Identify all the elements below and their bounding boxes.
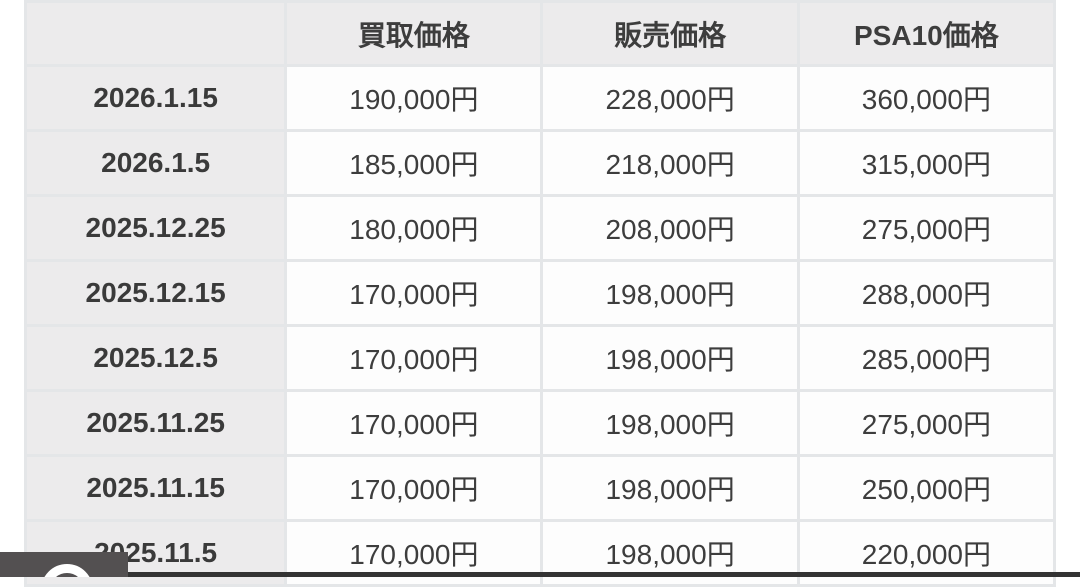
- price-history-table: 買取価格 販売価格 PSA10価格 2026.1.15 190,000円 228…: [24, 0, 1056, 587]
- table-row: 2025.12.15 170,000円 198,000円 288,000円: [27, 262, 1053, 324]
- column-header-hanbai: 販売価格: [543, 3, 797, 64]
- hanbai-price-cell: 228,000円: [543, 67, 797, 129]
- circle-ring-icon: [41, 564, 93, 577]
- date-cell: 2025.11.15: [27, 457, 285, 519]
- date-cell: 2025.11.25: [27, 392, 285, 454]
- kaitori-price-cell: 170,000円: [287, 457, 541, 519]
- bottom-edge-bar: [0, 572, 1080, 577]
- psa10-price-cell: 275,000円: [799, 392, 1053, 454]
- psa10-price-cell: 360,000円: [799, 67, 1053, 129]
- column-header-date: [27, 3, 285, 64]
- psa10-price-cell: 285,000円: [799, 327, 1053, 389]
- column-header-psa10: PSA10価格: [799, 3, 1053, 64]
- kaitori-price-cell: 170,000円: [287, 392, 541, 454]
- hanbai-price-cell: 198,000円: [543, 262, 797, 324]
- table-row: 2025.12.5 170,000円 198,000円 285,000円: [27, 327, 1053, 389]
- kaitori-price-cell: 180,000円: [287, 197, 541, 259]
- psa10-price-cell: 250,000円: [799, 457, 1053, 519]
- table-row: 2025.12.25 180,000円 208,000円 275,000円: [27, 197, 1053, 259]
- kaitori-price-cell: 190,000円: [287, 67, 541, 129]
- date-cell: 2026.1.15: [27, 67, 285, 129]
- date-cell: 2026.1.5: [27, 132, 285, 194]
- table-row: 2025.11.25 170,000円 198,000円 275,000円: [27, 392, 1053, 454]
- hanbai-price-cell: 198,000円: [543, 392, 797, 454]
- table-row: 2026.1.15 190,000円 228,000円 360,000円: [27, 67, 1053, 129]
- date-cell: 2025.12.25: [27, 197, 285, 259]
- kaitori-price-cell: 185,000円: [287, 132, 541, 194]
- date-cell: 2025.12.5: [27, 327, 285, 389]
- kaitori-price-cell: 170,000円: [287, 327, 541, 389]
- hanbai-price-cell: 218,000円: [543, 132, 797, 194]
- psa10-price-cell: 315,000円: [799, 132, 1053, 194]
- psa10-price-cell: 275,000円: [799, 197, 1053, 259]
- kaitori-price-cell: 170,000円: [287, 262, 541, 324]
- hanbai-price-cell: 198,000円: [543, 327, 797, 389]
- psa10-price-cell: 288,000円: [799, 262, 1053, 324]
- table-row: 2025.11.15 170,000円 198,000円 250,000円: [27, 457, 1053, 519]
- hanbai-price-cell: 208,000円: [543, 197, 797, 259]
- table-row: 2026.1.5 185,000円 218,000円 315,000円: [27, 132, 1053, 194]
- header-row: 買取価格 販売価格 PSA10価格: [27, 3, 1053, 64]
- date-cell: 2025.12.15: [27, 262, 285, 324]
- hanbai-price-cell: 198,000円: [543, 457, 797, 519]
- column-header-kaitori: 買取価格: [287, 3, 541, 64]
- floating-action-button[interactable]: [0, 552, 128, 577]
